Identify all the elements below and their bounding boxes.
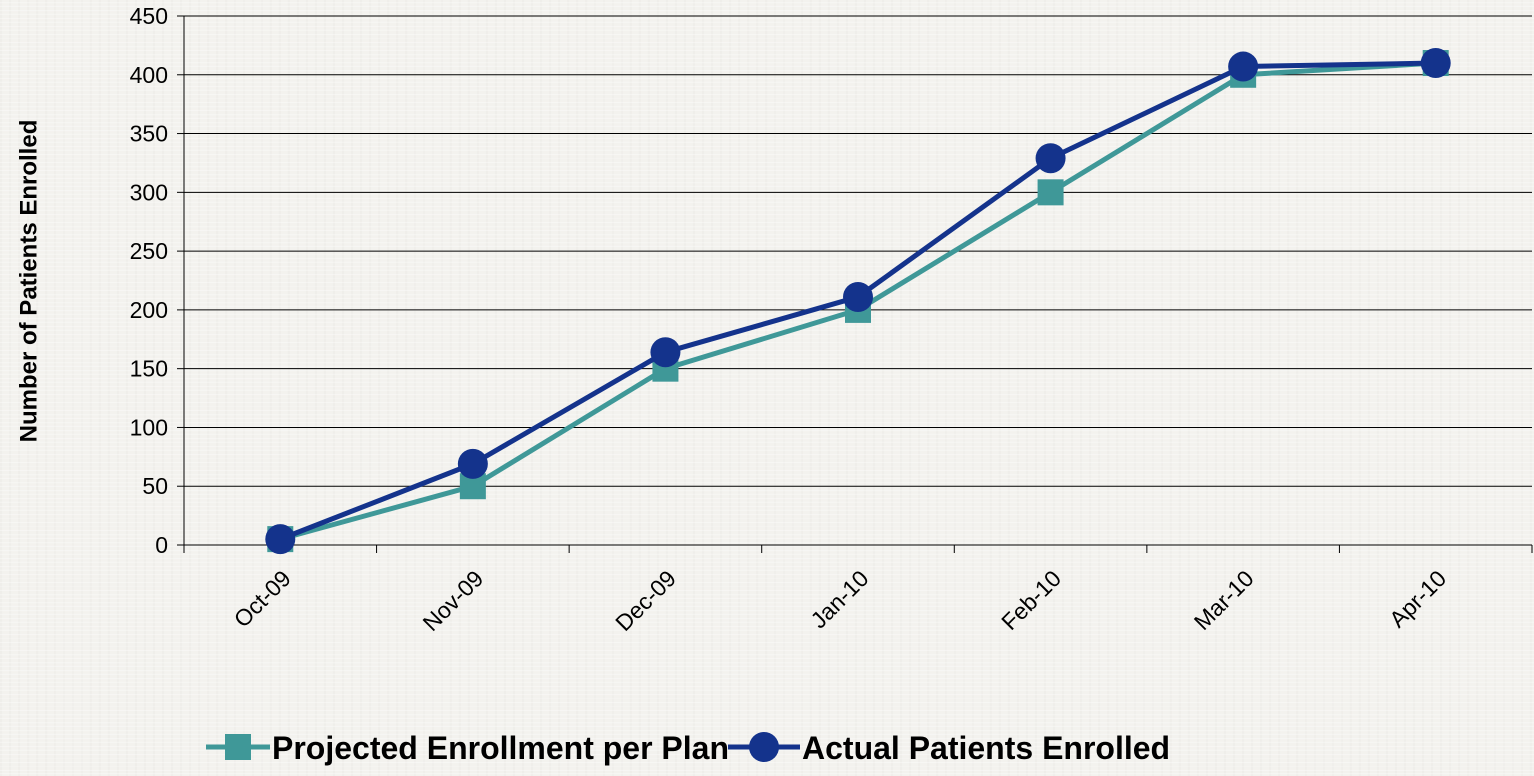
actual-point-Feb-10 xyxy=(1035,143,1066,174)
y-tick-label-400: 400 xyxy=(130,62,168,88)
y-tick-label-100: 100 xyxy=(130,414,168,440)
axes xyxy=(177,15,1533,553)
y-tick-label-0: 0 xyxy=(155,532,168,558)
x-tick-label-Feb-10: Feb-10 xyxy=(996,565,1066,635)
grid-lines xyxy=(184,15,1532,546)
x-tick-label-Apr-10: Apr-10 xyxy=(1384,565,1451,632)
x-tick-label-Dec-09: Dec-09 xyxy=(610,565,681,636)
legend-label-1: Actual Patients Enrolled xyxy=(802,730,1170,766)
y-tick-labels: 0 50 100 150 200 250 300 350 400 450 xyxy=(130,3,168,558)
y-tick-label-350: 350 xyxy=(130,121,168,147)
y-tick-label-50: 50 xyxy=(142,473,168,499)
y-tick-label-300: 300 xyxy=(130,179,168,205)
legend-label-0: Projected Enrollment per Plan xyxy=(272,730,729,766)
x-tick-labels: Oct-09 Nov-09 Dec-09 Jan-10 Feb-10 Mar-10 Apr-… xyxy=(229,565,1452,636)
y-axis-title: Number of Patients Enrolled xyxy=(15,120,42,443)
actual-point-Jan-10 xyxy=(843,281,873,312)
actual-point-Mar-10 xyxy=(1228,51,1259,82)
y-tick-label-450: 450 xyxy=(130,3,168,29)
x-tick-label-Jan-10: Jan-10 xyxy=(805,565,873,633)
x-tick-label-Mar-10: Mar-10 xyxy=(1189,565,1259,635)
x-tick-label-Oct-09: Oct-09 xyxy=(229,565,296,632)
actual-point-Apr-10 xyxy=(1420,48,1451,79)
y-tick-label-250: 250 xyxy=(130,238,168,264)
actual-point-Nov-09 xyxy=(457,448,488,479)
projected-point-Feb-10 xyxy=(1037,179,1064,206)
y-tick-label-200: 200 xyxy=(130,297,168,323)
actual-point-Dec-09 xyxy=(650,337,681,368)
legend-marker-0 xyxy=(225,734,251,760)
actual-point-Oct-09 xyxy=(265,524,296,555)
x-tick-label-Nov-09: Nov-09 xyxy=(418,565,489,636)
y-tick-label-150: 150 xyxy=(130,356,168,382)
series xyxy=(265,48,1451,555)
legend: Projected Enrollment per Plan Actual Pati… xyxy=(206,730,1170,766)
legend-marker-1 xyxy=(749,732,779,762)
